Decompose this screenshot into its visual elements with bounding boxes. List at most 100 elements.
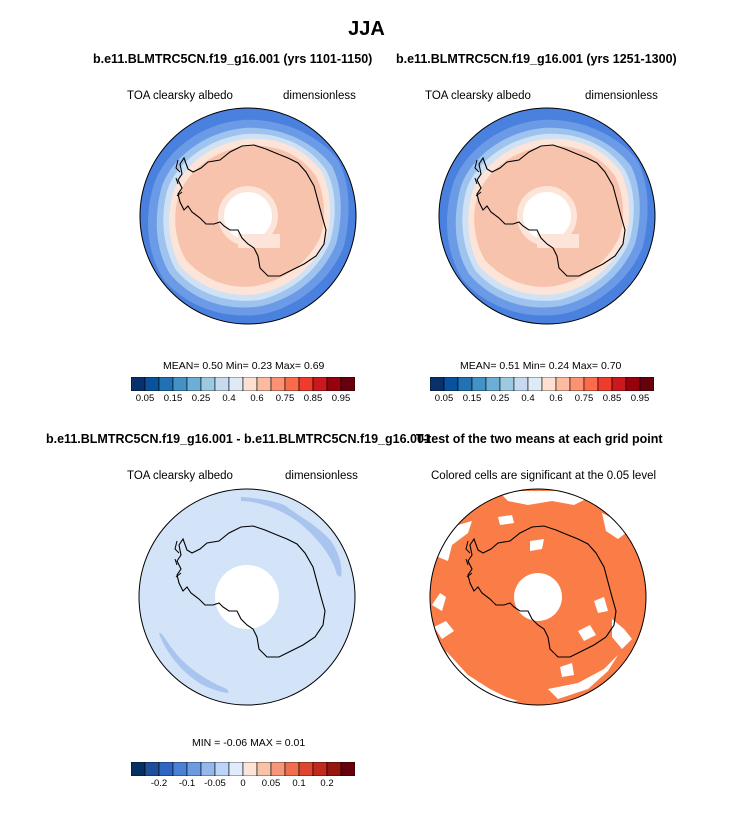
- peninsula-islands: [465, 540, 473, 578]
- colorbar-swatch: [228, 377, 244, 391]
- colorbar-swatch: [131, 762, 146, 776]
- colorbar-swatch: [527, 377, 543, 391]
- colorbar-tick-label: 0.05: [434, 393, 454, 404]
- colorbar-tick-label: 0.75: [574, 393, 594, 404]
- colorbar-swatch: [457, 377, 473, 391]
- nonsignificant-region: [530, 539, 544, 551]
- colorbar-tick-label: 0.6: [250, 393, 264, 404]
- colorbar-tick-label: 0.95: [331, 393, 351, 404]
- peninsula-islands: [474, 159, 482, 197]
- colorbar-swatch: [326, 762, 342, 776]
- colorbar-swatch: [284, 377, 300, 391]
- colorbar-swatch: [186, 377, 202, 391]
- colorbar-swatch: [625, 377, 641, 391]
- colorbar-swatch: [611, 377, 627, 391]
- colorbar-swatch: [144, 762, 160, 776]
- colorbar-tick-label: 0.05: [135, 393, 155, 404]
- nonsignificant-region: [498, 491, 586, 505]
- panel1-variable-label: TOA clearsky albedo: [127, 90, 233, 102]
- panel1-units-label: dimensionless: [283, 90, 356, 102]
- map-boundary: [429, 488, 647, 706]
- colorbar-swatch: [326, 377, 342, 391]
- colorbar-tick-label: -0.05: [204, 778, 226, 789]
- colorbar-swatch: [200, 762, 216, 776]
- colorbar-swatch: [312, 762, 328, 776]
- colorbar-tick-label: 0.75: [275, 393, 295, 404]
- colorbar-tick-label: 0.4: [521, 393, 535, 404]
- colorbar-tick-label: 0.85: [602, 393, 622, 404]
- colorbar-tick-label: -0.2: [150, 778, 168, 789]
- coastline: [176, 525, 326, 658]
- colorbar-tick-label: 0.1: [292, 778, 306, 789]
- page-title: JJA: [348, 18, 385, 40]
- nonsignificant-region: [432, 593, 446, 611]
- colorbar-swatch: [471, 377, 487, 391]
- colorbar-swatch: [569, 377, 585, 391]
- colorbar-swatch: [485, 377, 501, 391]
- nonsignificant-region: [438, 521, 472, 561]
- colorbar-tick-label: 0.15: [462, 393, 482, 404]
- panel3-difference-map: [138, 488, 356, 706]
- colorbar-tick-label: 0.6: [549, 393, 563, 404]
- pole-hole: [224, 192, 272, 240]
- panel2-units-label: dimensionless: [585, 90, 658, 102]
- colorbar-swatch: [443, 377, 459, 391]
- colorbar-swatch: [131, 377, 146, 391]
- colorbar-tick-label: 0.25: [191, 393, 211, 404]
- panel1-stats: MEAN= 0.50 Min= 0.23 Max= 0.69: [163, 360, 325, 372]
- nonsignificant-region: [560, 663, 574, 677]
- pole-hole: [215, 565, 279, 629]
- nonsignificant-region: [612, 619, 632, 649]
- colorbar-swatch: [270, 762, 286, 776]
- panel2-colorbar: [430, 377, 654, 391]
- colorbar-swatch: [541, 377, 557, 391]
- colorbar-swatch: [298, 762, 314, 776]
- panel2-variable-label: TOA clearsky albedo: [425, 90, 531, 102]
- colorbar-swatch: [228, 762, 244, 776]
- colorbar-swatch: [242, 762, 258, 776]
- coastline: [177, 144, 327, 277]
- colorbar-tick-label: 0.15: [163, 393, 183, 404]
- colorbar-swatch: [340, 762, 355, 776]
- colorbar-tick-label: -0.1: [178, 778, 196, 789]
- map-boundary: [138, 488, 356, 706]
- colorbar-swatch: [158, 377, 174, 391]
- nonsignificant-region: [602, 513, 626, 539]
- colorbar-swatch: [186, 762, 202, 776]
- colorbar-tick-label: 0.2: [320, 778, 334, 789]
- nonsignificant-region: [548, 655, 618, 699]
- panel2-run-title: b.e11.BLMTRC5CN.f19_g16.001 (yrs 1251-13…: [396, 52, 677, 66]
- nonsignificant-region: [594, 597, 608, 613]
- colorbar-tick-label: 0: [240, 778, 246, 789]
- panel1-polar-map: [139, 107, 357, 325]
- colorbar-swatch: [284, 762, 300, 776]
- colorbar-swatch: [639, 377, 654, 391]
- colorbar-swatch: [597, 377, 613, 391]
- colorbar-tick-label: 0.4: [222, 393, 236, 404]
- colorbar-swatch: [270, 377, 286, 391]
- peninsula-islands: [175, 159, 183, 197]
- panel3-stats: MIN = -0.06 MAX = 0.01: [192, 737, 306, 749]
- colorbar-tick-label: 0.85: [303, 393, 323, 404]
- colorbar-tick-label: 0.05: [261, 778, 281, 789]
- diff-streak-lower: [159, 632, 229, 693]
- colorbar-swatch: [172, 377, 188, 391]
- peninsula-islands: [174, 540, 182, 578]
- panel3-run-title: b.e11.BLMTRC5CN.f19_g16.001 - b.e11.BLMT…: [46, 432, 431, 446]
- colorbar-swatch: [242, 377, 258, 391]
- colorbar-swatch: [256, 377, 272, 391]
- panel4-note: Colored cells are significant at the 0.0…: [431, 470, 657, 482]
- colorbar-tick-label: 0.25: [490, 393, 510, 404]
- colorbar-swatch: [200, 377, 216, 391]
- panel2-polar-map: [438, 107, 656, 325]
- coastline: [476, 144, 626, 277]
- panel1-colorbar: [131, 377, 355, 391]
- map-boundary: [438, 107, 656, 325]
- pole-hole: [514, 573, 562, 621]
- panel3-colorbar: [131, 762, 355, 776]
- colorbar-swatch: [214, 377, 230, 391]
- colorbar-swatch: [312, 377, 328, 391]
- panel3-units-label: dimensionless: [285, 470, 358, 482]
- colorbar-tick-label: 0.95: [630, 393, 650, 404]
- nonsignificant-region: [446, 651, 518, 703]
